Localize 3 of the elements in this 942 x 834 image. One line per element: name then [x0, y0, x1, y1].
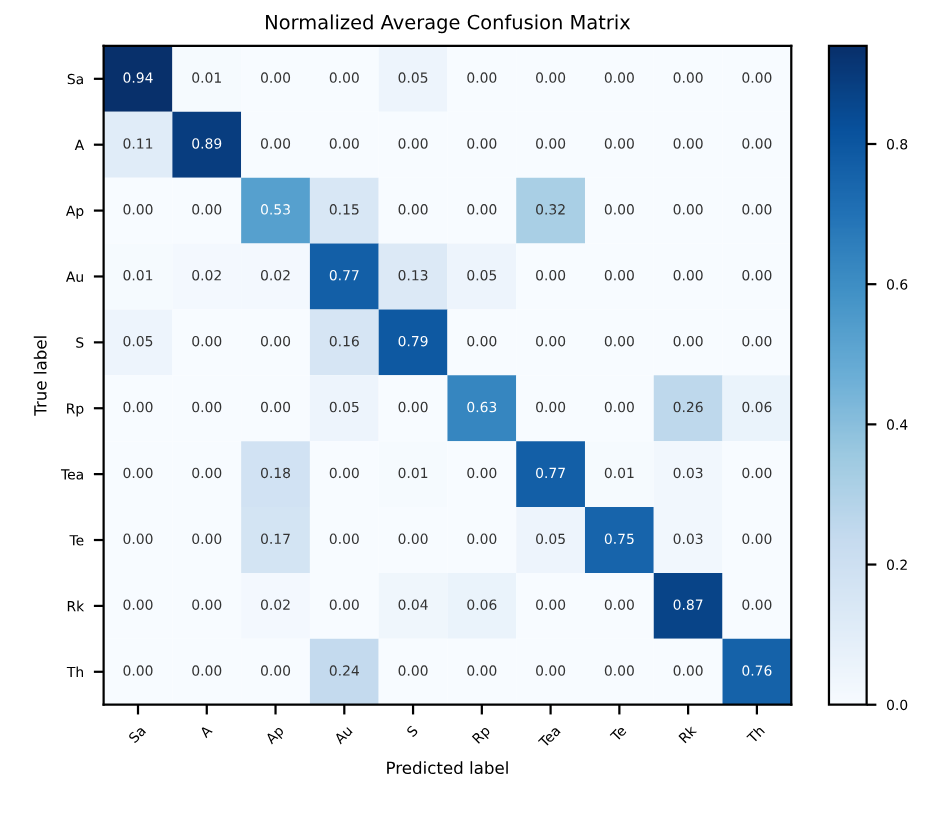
y-axis-title: True label	[33, 336, 47, 416]
x-axis-title: Predicted label	[387, 761, 508, 775]
chart-title: Normalized Average Confusion Matrix	[266, 14, 631, 34]
